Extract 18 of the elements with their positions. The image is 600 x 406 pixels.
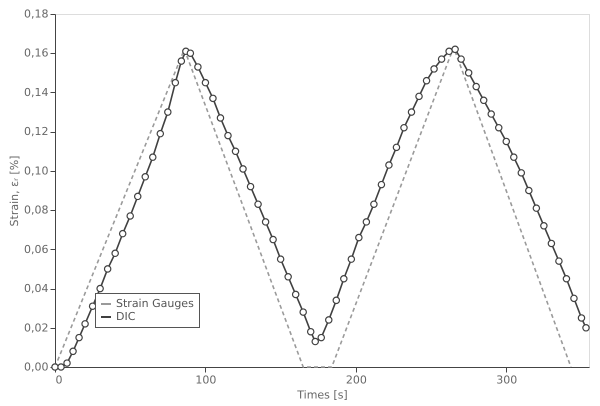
y-tick-label: 0,10 — [24, 164, 48, 178]
x-tick-label: 200 — [346, 374, 367, 386]
y-tick-label: 0,04 — [24, 282, 48, 296]
y-tick-label: 0,02 — [24, 321, 48, 334]
y-tick-label: 0,12 — [24, 125, 48, 138]
x-tick-label: 100 — [195, 374, 216, 386]
x-tick-label: 0 — [56, 374, 62, 386]
y-tick-label: 0,08 — [24, 204, 48, 217]
legend-label: DIC — [116, 310, 136, 323]
x-axis-title: Times [s] — [296, 388, 348, 402]
legend-label: Strain Gauges — [116, 297, 194, 310]
y-axis-title: Strain, εᵣ [%] — [8, 156, 22, 226]
y-tick-label: 0,18 — [24, 8, 48, 20]
y-tick-label: 0,14 — [24, 86, 48, 99]
y-tick-label: 0,00 — [24, 360, 48, 374]
y-tick-label: 0,06 — [24, 242, 48, 256]
y-tick-label: 0,16 — [24, 46, 48, 60]
x-tick-label: 300 — [496, 374, 518, 386]
